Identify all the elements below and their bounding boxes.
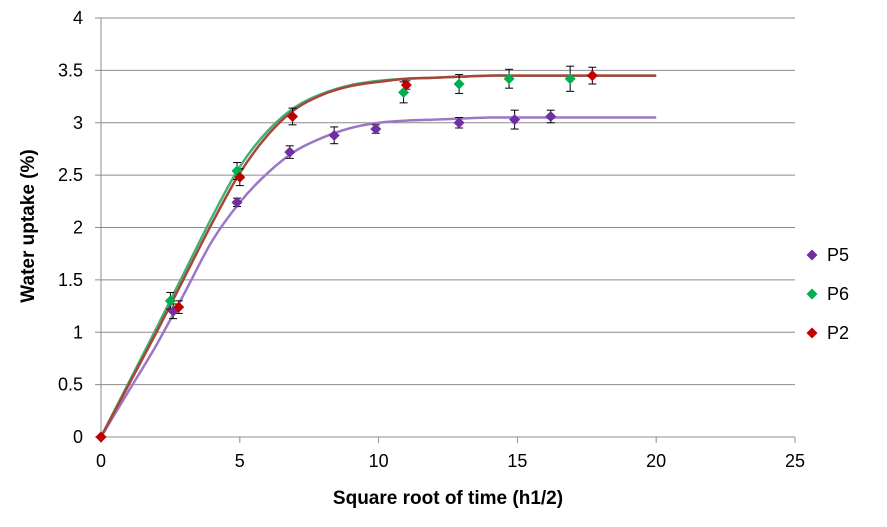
data-point-p5 [328,129,340,141]
data-point-p5 [284,146,296,158]
x-tick-label: 5 [235,451,245,471]
data-point-p2 [234,171,246,183]
y-tick-label: 2 [73,218,83,238]
legend-label-p5: P5 [827,245,849,265]
legend-marker-p5 [806,249,818,261]
y-tick-label: 1.5 [58,270,83,290]
data-point-p6 [503,73,515,85]
legend-label-p6: P6 [827,284,849,304]
data-point-p5 [231,196,243,208]
legend-marker-p6 [806,288,818,300]
legend: P5 P6 P2 [806,245,849,343]
data-points [95,70,598,443]
legend-label-p2: P2 [827,323,849,343]
data-point-p2 [586,70,598,82]
x-tick-label: 0 [96,451,106,471]
y-tick-label: 3.5 [58,60,83,80]
y-tick-label: 2.5 [58,165,83,185]
axes [95,17,796,443]
x-tick-label: 15 [507,451,527,471]
x-tick-label: 10 [369,451,389,471]
legend-marker-p2 [806,327,818,339]
data-point-p5 [509,114,521,126]
y-tick-label: 0 [73,427,83,447]
data-point-p6 [564,73,576,85]
data-point-p2 [400,79,412,91]
data-point-p6 [164,295,176,307]
data-point-p5 [545,110,557,122]
data-point-p2 [95,431,107,443]
x-axis-title: Square root of time (h1/2) [333,488,563,509]
data-point-p6 [453,78,465,90]
fit-curve-p5 [99,116,657,438]
y-tick-label: 0.5 [58,375,83,395]
fit-curve-p2 [99,74,657,438]
data-point-p2 [173,301,185,313]
y-tick-label: 1 [73,322,83,342]
y-tick-label: 3 [73,113,83,133]
x-tick-label: 20 [646,451,666,471]
y-tick-label: 4 [73,8,83,28]
data-point-p5 [453,117,465,129]
fit-curves [99,74,657,438]
data-point-p2 [287,110,299,122]
error-bars [166,65,597,320]
y-axis-title: Water uptake (%) [18,149,39,302]
data-point-p5 [370,123,382,135]
x-tick-labels: 0 5 10 15 20 25 [96,451,805,471]
gridlines [101,17,795,386]
y-tick-labels: 0 0.5 1 1.5 2 2.5 3 3.5 4 [58,8,83,447]
x-tick-label: 25 [785,451,805,471]
